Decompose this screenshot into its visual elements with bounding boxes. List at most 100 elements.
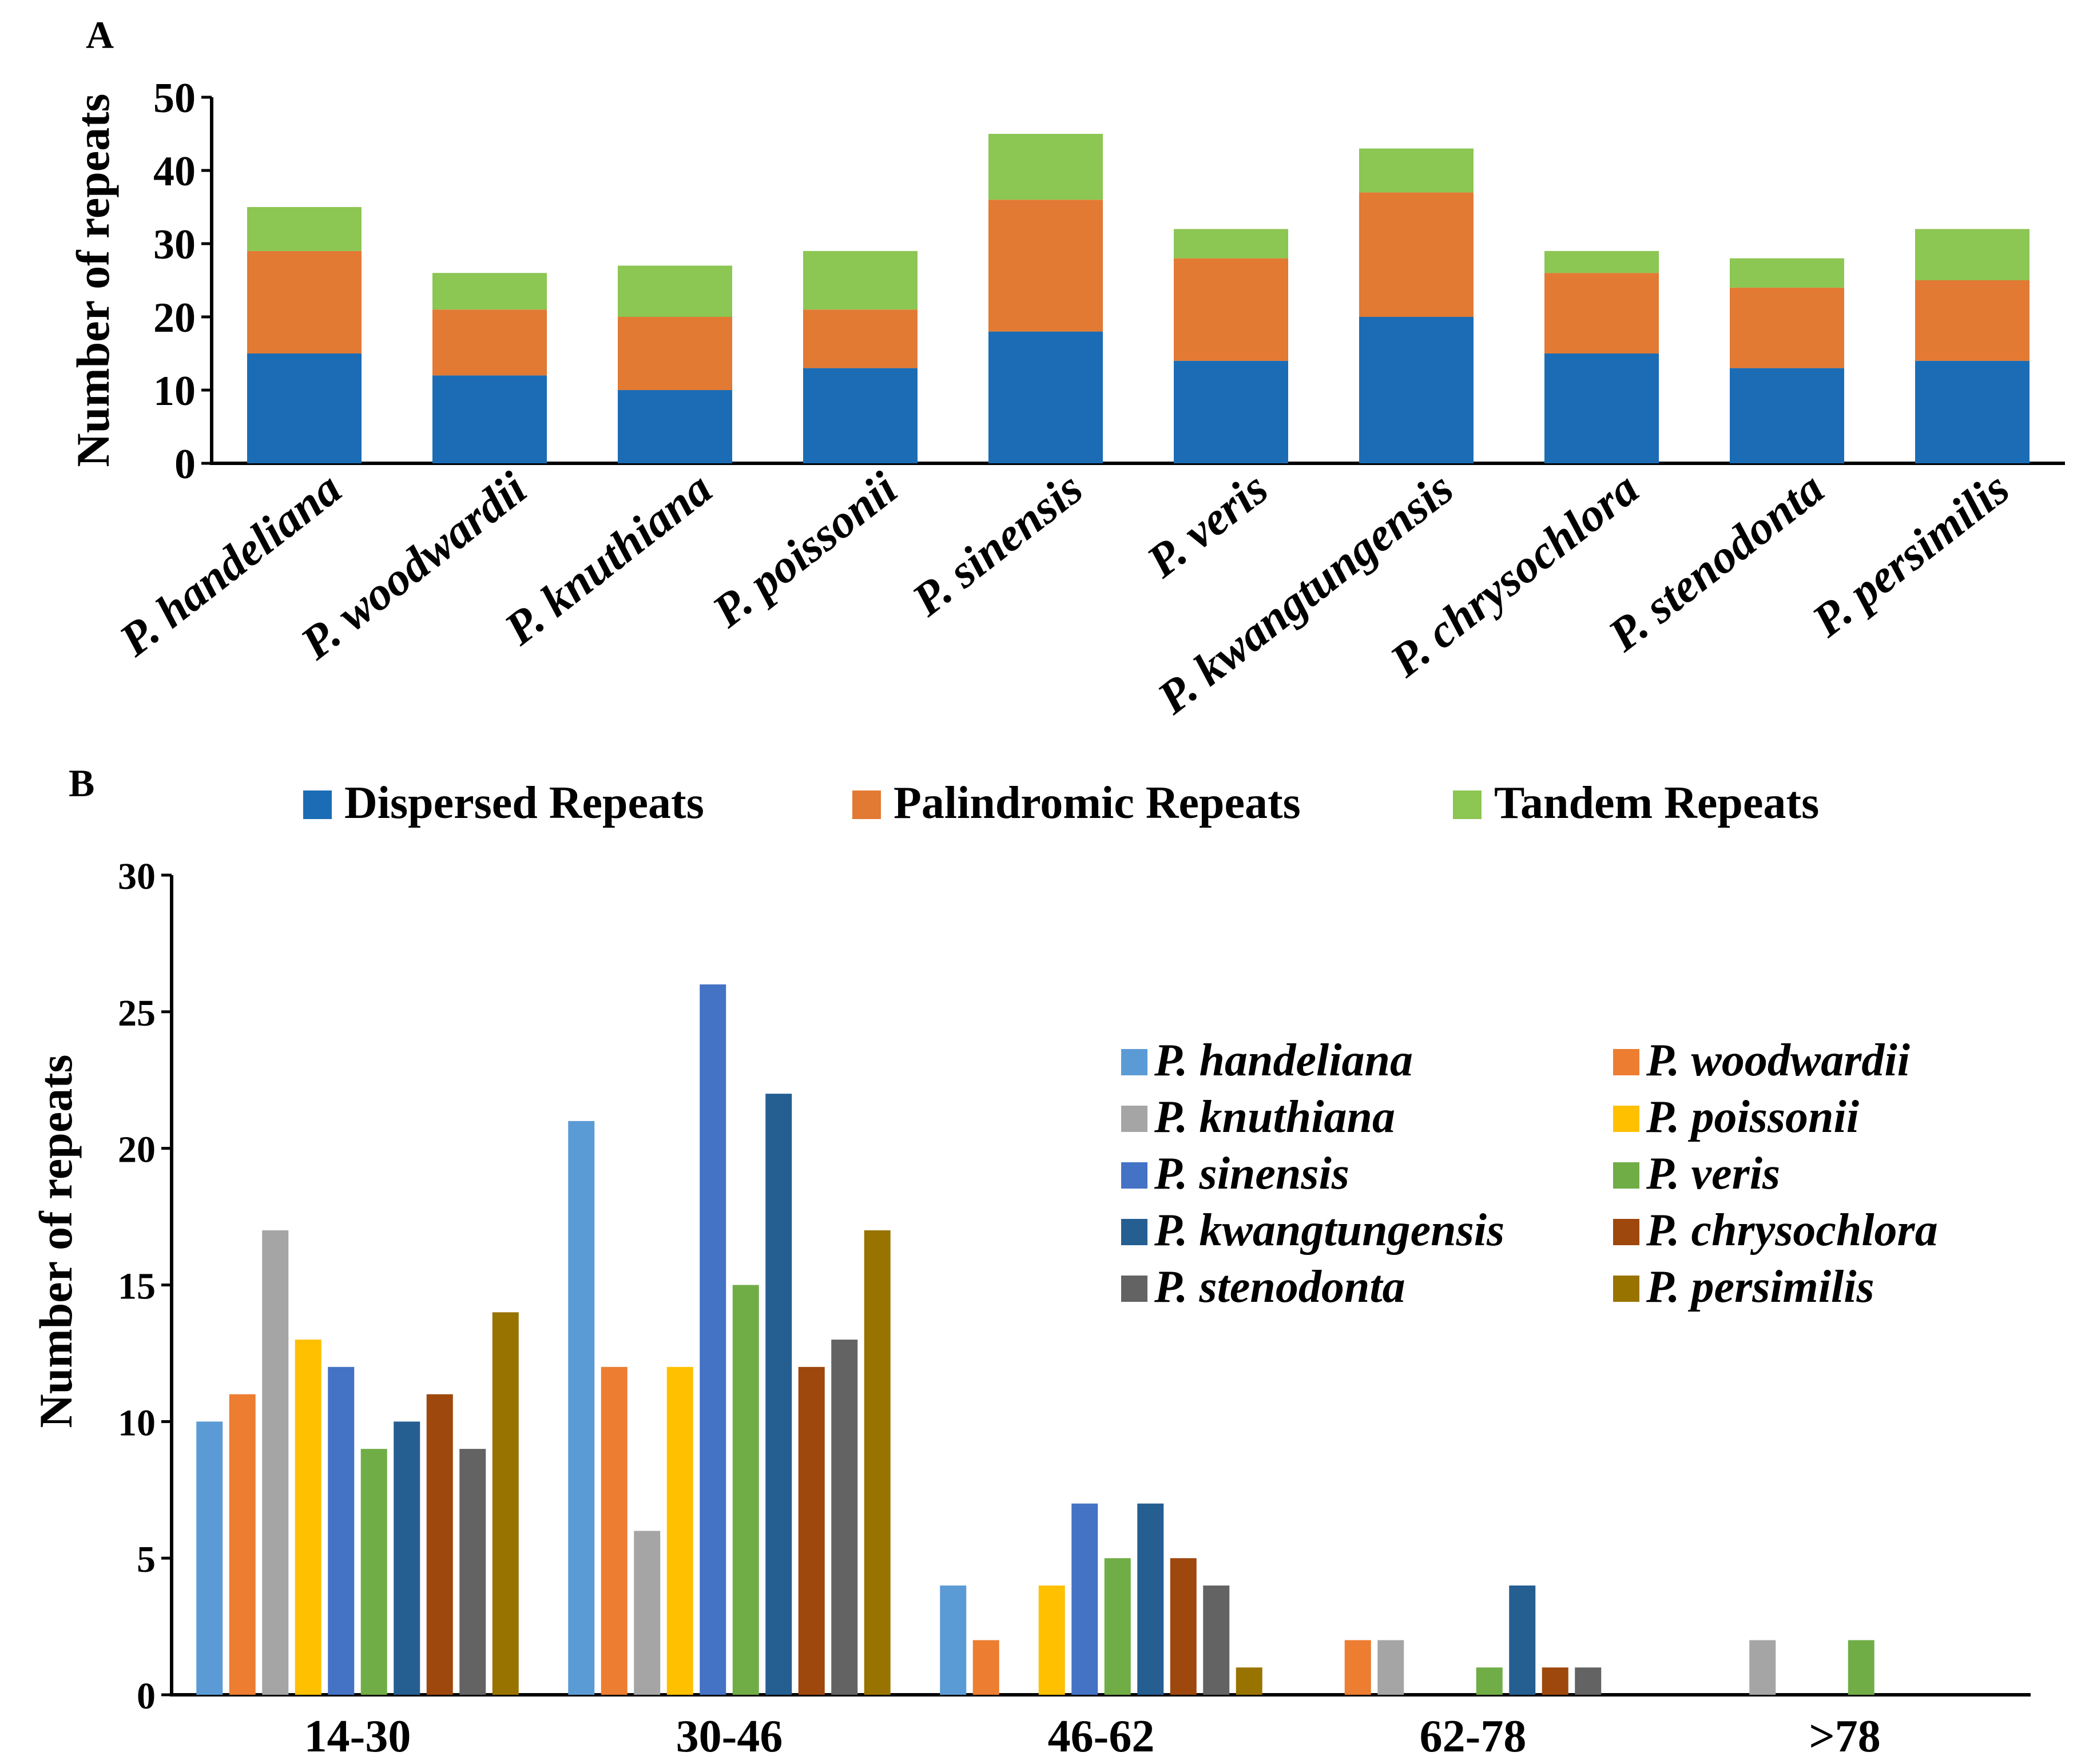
panel-b-letter: B: [69, 761, 94, 805]
bar-b-p-stenodonta: [459, 1449, 486, 1695]
legend-b-label: P. sinensis: [1154, 1149, 1349, 1199]
bar-a-tandem-repeats: [803, 251, 918, 310]
bar-b-p-kwangtungensis: [1509, 1585, 1536, 1695]
bar-a-palindromic-repeats: [1359, 192, 1474, 317]
bar-b-p-knuthiana: [1377, 1640, 1404, 1695]
y-tick-label-a: 30: [153, 221, 196, 268]
bar-b-p-poissonii: [1038, 1585, 1065, 1695]
bar-a-dispersed-repeats: [1359, 317, 1474, 463]
bar-b-p-sinensis: [1071, 1503, 1098, 1695]
legend-b-swatch: [1121, 1106, 1147, 1132]
bar-a-dispersed-repeats: [1730, 368, 1844, 463]
x-category-label-b: 46-62: [1048, 1711, 1155, 1762]
legend-a-label: Palindromic Repeats: [893, 778, 1301, 828]
bar-b-p-veris: [1104, 1558, 1131, 1695]
y-tick-label-b: 30: [118, 856, 156, 897]
bar-a-dispersed-repeats: [1915, 360, 2030, 463]
bar-b-p-woodwardii: [229, 1394, 256, 1695]
bar-b-p-woodwardii: [972, 1640, 999, 1695]
bar-a-tandem-repeats: [1174, 229, 1288, 259]
y-tick-label-b: 10: [118, 1402, 156, 1444]
y-tick-label-b: 5: [137, 1539, 156, 1580]
y-tick-label-b: 0: [137, 1675, 156, 1717]
bar-b-p-persimilis: [1236, 1667, 1262, 1695]
bar-b-p-poissonii: [666, 1366, 693, 1695]
x-category-label-b: 62-78: [1420, 1711, 1527, 1762]
legend-a-swatch: [303, 790, 332, 819]
bar-a-dispersed-repeats: [618, 390, 732, 463]
legend-b-swatch: [1121, 1219, 1147, 1245]
x-category-label-b: 30-46: [676, 1711, 783, 1762]
x-category-label-a: P. veris: [1137, 462, 1277, 587]
legend-b-swatch: [1613, 1276, 1639, 1302]
bar-b-p-sinensis: [328, 1366, 355, 1695]
bar-b-p-veris: [1848, 1640, 1874, 1695]
legend-b-swatch: [1613, 1162, 1639, 1189]
bar-a-tandem-repeats: [1544, 251, 1659, 273]
bar-b-p-chrysochlora: [426, 1394, 453, 1695]
bar-a-dispersed-repeats: [1174, 360, 1288, 463]
bar-b-p-stenodonta: [1203, 1585, 1230, 1695]
legend-a-swatch: [852, 790, 881, 819]
legend-b-swatch: [1121, 1049, 1147, 1075]
y-tick-label-a: 0: [174, 441, 196, 488]
bar-b-p-stenodonta: [1575, 1667, 1602, 1695]
bar-a-palindromic-repeats: [1915, 280, 2030, 361]
bar-b-p-knuthiana: [634, 1531, 661, 1695]
y-tick-label-a: 20: [153, 295, 196, 341]
bar-b-p-handeliana: [196, 1421, 223, 1695]
legend-b-label: P. handeliana: [1154, 1035, 1413, 1086]
y-tick-label-a: 50: [153, 75, 196, 122]
bar-a-tandem-repeats: [988, 134, 1103, 200]
legend-b-label: P. kwangtungensis: [1154, 1205, 1504, 1256]
bar-b-p-woodwardii: [1344, 1640, 1371, 1695]
bar-a-dispersed-repeats: [988, 331, 1103, 463]
bar-a-tandem-repeats: [1359, 148, 1474, 193]
bar-a-dispersed-repeats: [247, 353, 362, 463]
legend-a-label: Dispersed Repeats: [344, 778, 704, 828]
bar-a-tandem-repeats: [1915, 229, 2030, 280]
bar-b-p-persimilis: [492, 1312, 519, 1695]
bar-a-palindromic-repeats: [432, 309, 547, 376]
bar-b-p-veris: [732, 1285, 759, 1695]
legend-b-swatch: [1613, 1049, 1639, 1075]
bar-a-palindromic-repeats: [618, 317, 732, 390]
panel-a-letter: A: [86, 13, 114, 57]
y-tick-label-a: 40: [153, 148, 196, 195]
bar-a-dispersed-repeats: [1544, 353, 1659, 463]
legend-b-label: P. poissonii: [1646, 1092, 1859, 1142]
bar-b-p-veris: [1476, 1667, 1503, 1695]
legend-b-swatch: [1613, 1219, 1639, 1245]
bar-a-palindromic-repeats: [803, 309, 918, 368]
bar-a-tandem-repeats: [618, 265, 732, 317]
bar-b-p-kwangtungensis: [1137, 1503, 1164, 1695]
legend-b-label: P. persimilis: [1646, 1262, 1874, 1312]
x-category-label-a: P. sinensis: [902, 462, 1092, 626]
bar-a-dispersed-repeats: [432, 375, 547, 463]
legend-b-label: P. stenodonta: [1154, 1262, 1405, 1312]
bar-b-p-kwangtungensis: [394, 1421, 420, 1695]
x-category-label-a: P. poissonii: [702, 462, 907, 637]
bar-b-p-handeliana: [568, 1121, 595, 1695]
bar-a-palindromic-repeats: [988, 200, 1103, 332]
bar-a-palindromic-repeats: [1730, 287, 1844, 368]
bar-b-p-persimilis: [864, 1230, 891, 1695]
y-tick-label-a: 10: [153, 368, 196, 415]
bar-b-p-knuthiana: [262, 1230, 289, 1695]
bar-a-palindromic-repeats: [247, 251, 362, 353]
bar-a-tandem-repeats: [432, 273, 547, 310]
bar-b-p-poissonii: [295, 1340, 321, 1695]
y-tick-label-b: 25: [118, 992, 156, 1034]
bar-b-p-knuthiana: [1749, 1640, 1776, 1695]
bar-b-p-chrysochlora: [1542, 1667, 1568, 1695]
legend-b-swatch: [1121, 1162, 1147, 1189]
x-category-label-a: P. persimilis: [1802, 462, 2019, 647]
bar-b-p-handeliana: [940, 1585, 967, 1695]
legend-b-label: P. woodwardii: [1646, 1035, 1910, 1086]
legend-b-label: P. chrysochlora: [1646, 1205, 1938, 1256]
x-category-label-a: P. knuthiana: [494, 462, 721, 655]
legend-b-label: P. veris: [1646, 1149, 1780, 1199]
bar-b-p-woodwardii: [601, 1366, 628, 1695]
